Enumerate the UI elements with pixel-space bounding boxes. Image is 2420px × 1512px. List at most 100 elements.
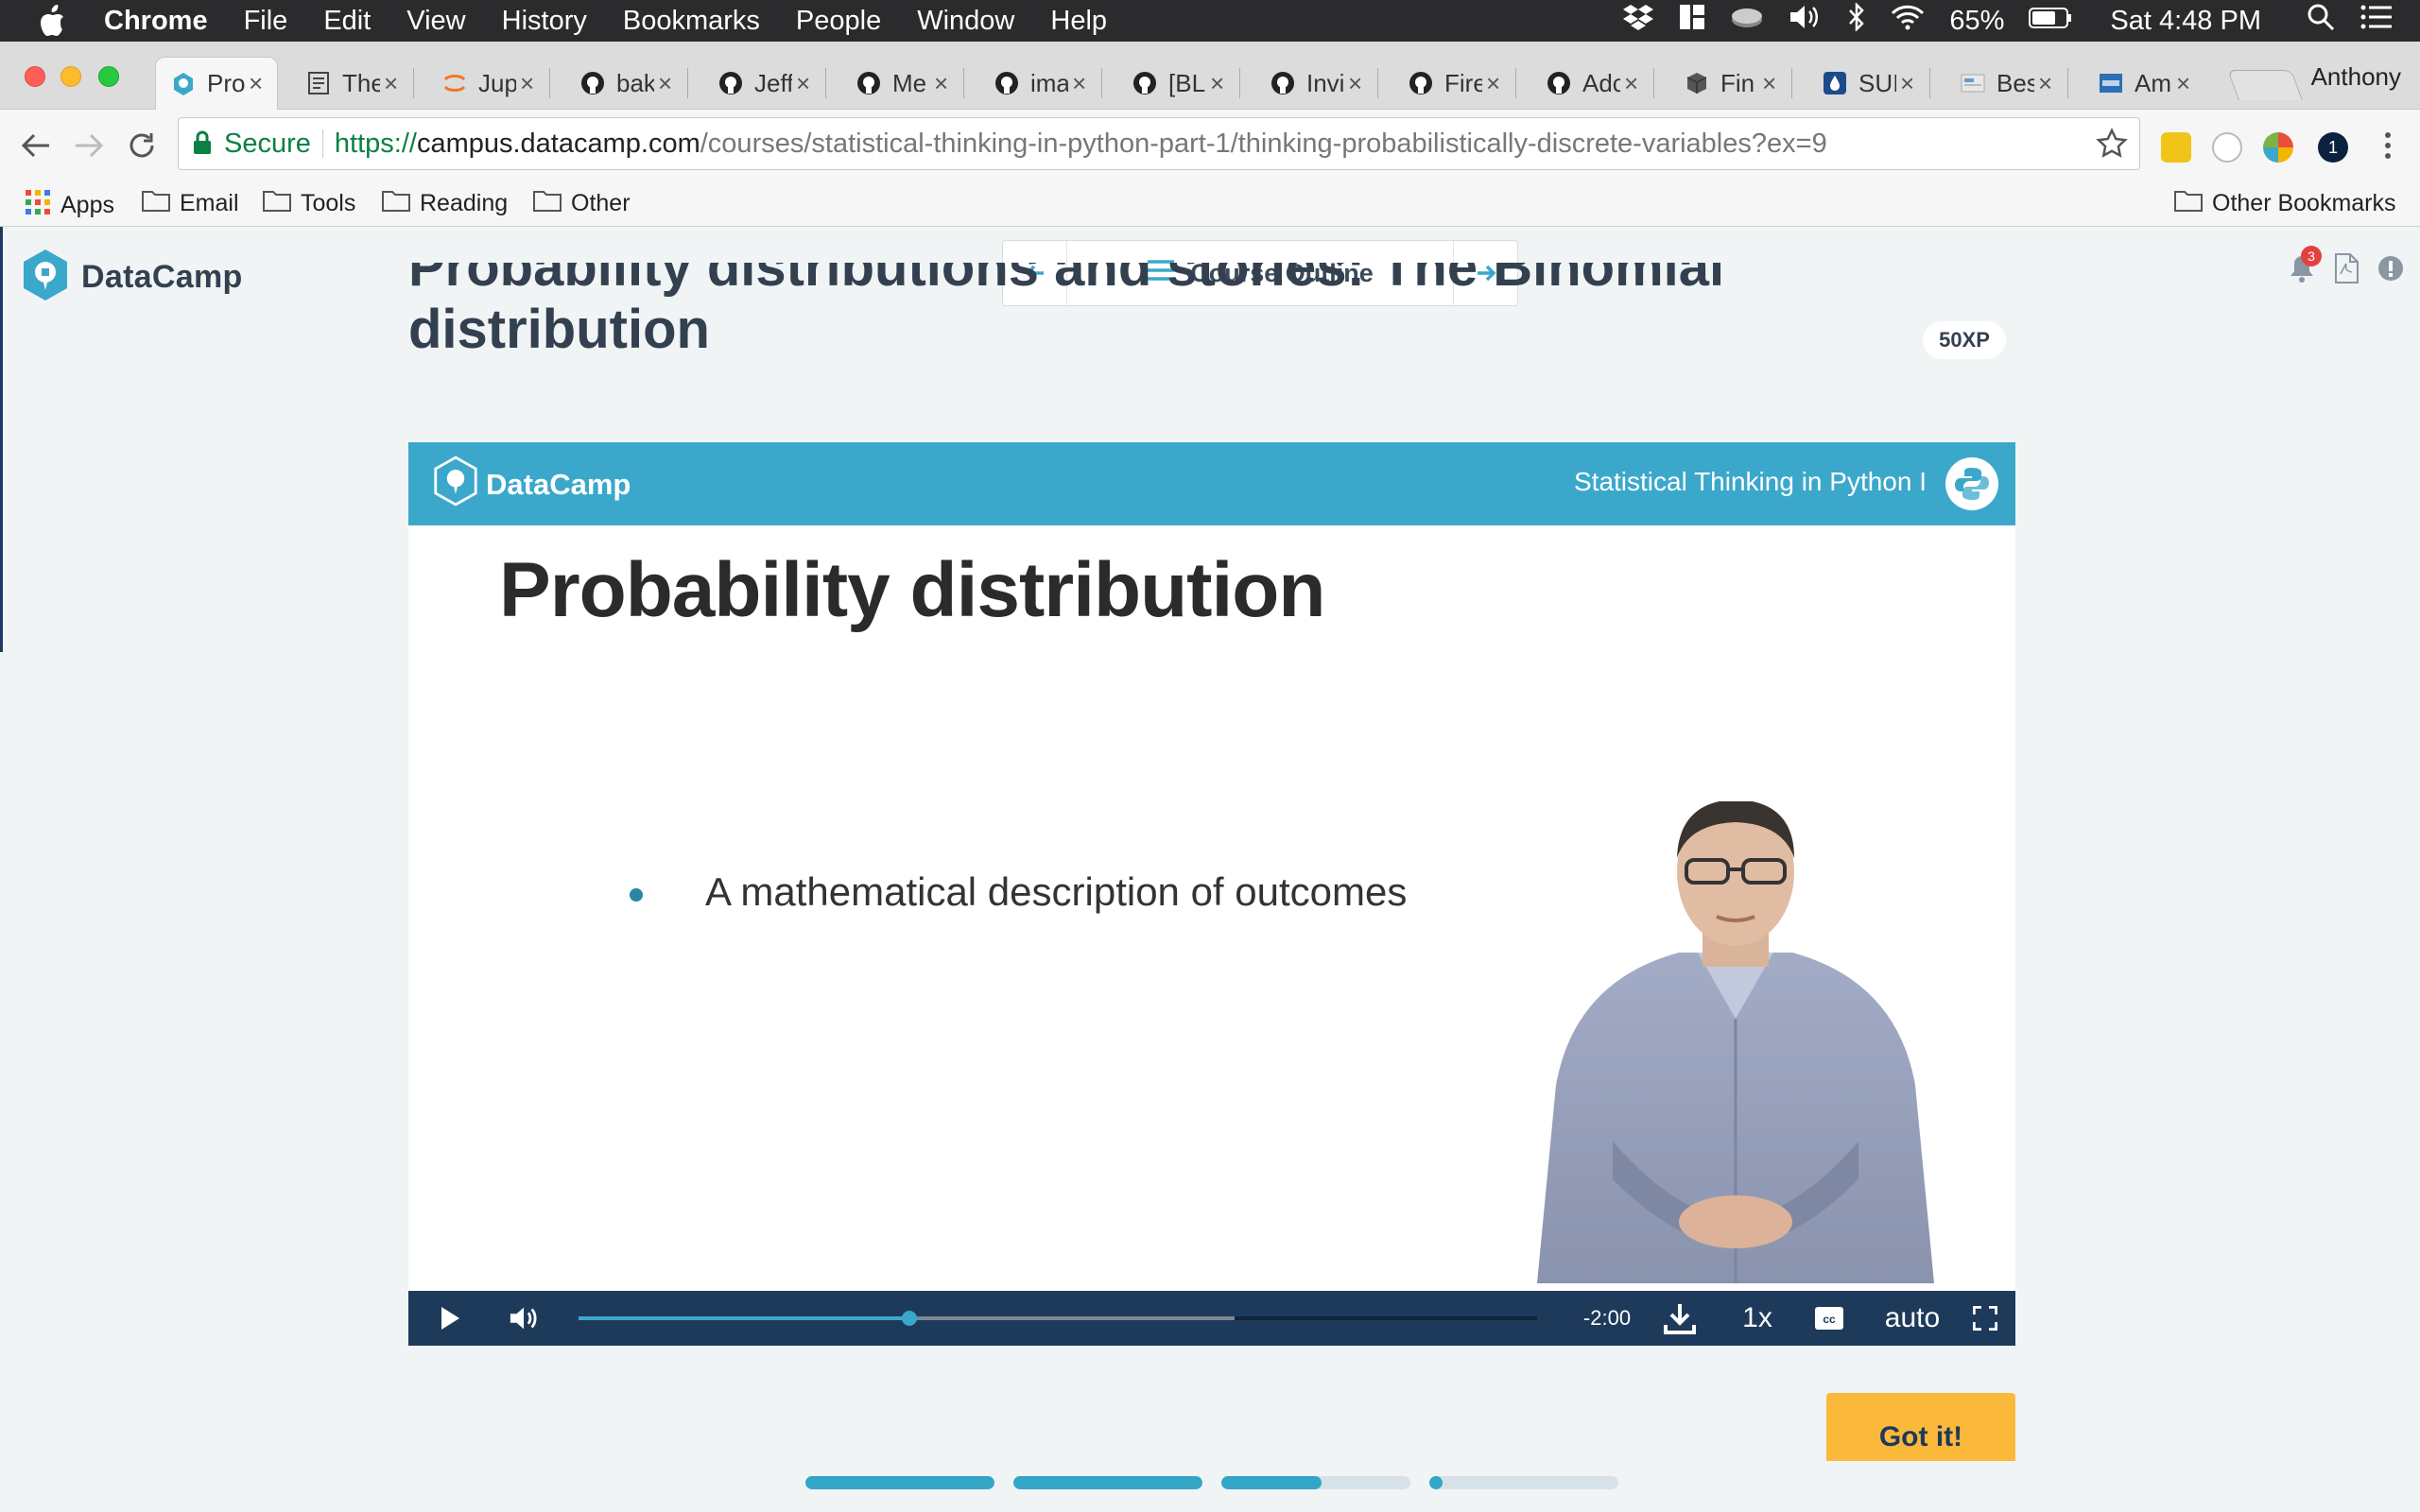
course-outline-button[interactable]: Course Outline — [1067, 241, 1453, 305]
close-tab-icon[interactable]: × — [249, 69, 264, 97]
tab-5[interactable]: Jeff × — [703, 57, 826, 110]
playback-speed-button[interactable]: 1x — [1742, 1302, 1772, 1333]
close-tab-icon[interactable]: × — [2038, 68, 2053, 97]
wifi-icon[interactable] — [1891, 4, 1925, 38]
hamburger-icon — [1147, 259, 1175, 288]
close-tab-icon[interactable]: × — [1762, 68, 1777, 97]
next-exercise-button[interactable] — [1453, 241, 1517, 305]
bookmark-tools[interactable]: Tools — [263, 189, 355, 218]
svg-text:cc: cc — [1823, 1313, 1836, 1326]
mute-button[interactable] — [503, 1291, 546, 1346]
drive-icon[interactable] — [1730, 5, 1764, 37]
close-tab-icon[interactable]: × — [1072, 68, 1087, 97]
tab-datacamp[interactable]: Pro × — [155, 57, 278, 110]
layout-icon[interactable] — [1679, 4, 1705, 38]
tab-3[interactable]: Jup × — [427, 57, 550, 110]
notifications-bell-icon[interactable]: 3 — [2288, 246, 2322, 288]
datacamp-logo[interactable]: DataCamp — [21, 248, 243, 307]
menu-view[interactable]: View — [406, 5, 466, 36]
tab-9[interactable]: Invi × — [1255, 57, 1378, 110]
menu-edit[interactable]: Edit — [323, 5, 372, 36]
bookmark-label: Email — [180, 190, 239, 216]
tab-11[interactable]: Adc × — [1531, 57, 1654, 110]
extension-1password-icon[interactable]: 1 — [2318, 132, 2348, 163]
back-icon[interactable] — [19, 129, 53, 163]
bookmark-other[interactable]: Other — [533, 189, 631, 218]
datacamp-shield-icon — [433, 455, 478, 514]
close-tab-icon[interactable]: × — [520, 68, 535, 97]
battery-icon[interactable] — [2029, 6, 2072, 37]
seek-handle[interactable] — [901, 1311, 917, 1326]
close-tab-icon[interactable]: × — [1624, 68, 1639, 97]
extension-color-wheel-icon[interactable] — [2263, 132, 2293, 163]
close-tab-icon[interactable]: × — [1486, 68, 1501, 97]
menu-people[interactable]: People — [795, 5, 882, 36]
presenter-figure — [1537, 801, 1934, 1283]
close-tab-icon[interactable]: × — [1348, 68, 1363, 97]
close-tab-icon[interactable]: × — [1900, 68, 1915, 97]
extension-circle-icon[interactable] — [2212, 132, 2242, 163]
close-tab-icon[interactable]: × — [1210, 68, 1225, 97]
played-progress — [579, 1316, 909, 1320]
menu-file[interactable]: File — [243, 5, 288, 36]
tab-2[interactable]: The × — [291, 57, 414, 110]
progress-segment — [1429, 1476, 1618, 1489]
zoom-window-button[interactable] — [98, 66, 119, 87]
extension-notes-icon[interactable] — [2161, 132, 2191, 163]
dropbox-icon[interactable] — [1622, 3, 1654, 39]
reload-icon[interactable] — [125, 129, 159, 163]
address-bar[interactable]: Secure https://campus.datacamp.com/cours… — [178, 117, 2140, 170]
apple-icon[interactable] — [38, 5, 72, 37]
menubar-clock[interactable]: Sat 4:48 PM — [2110, 5, 2261, 36]
spotlight-icon[interactable] — [2307, 3, 2335, 39]
brand-wordmark: DataCamp — [81, 259, 243, 295]
play-button[interactable] — [431, 1291, 469, 1346]
menu-chrome[interactable]: Chrome — [104, 5, 208, 36]
close-tab-icon[interactable]: × — [2176, 68, 2191, 97]
tab-10[interactable]: Fire × — [1393, 57, 1516, 110]
quality-button[interactable]: auto — [1884, 1302, 1941, 1333]
bookmark-other-bookmarks[interactable]: Other Bookmarks — [2174, 189, 2396, 218]
got-it-button[interactable]: Got it! — [1826, 1393, 2015, 1461]
bluetooth-icon[interactable] — [1847, 1, 1866, 39]
close-tab-icon[interactable]: × — [934, 68, 949, 97]
progress-segment — [805, 1476, 994, 1489]
tab-15[interactable]: Am × — [2083, 57, 2206, 110]
progress-segment-fill — [1013, 1476, 1202, 1489]
tab-12[interactable]: Fin × — [1669, 57, 1792, 110]
report-issue-icon[interactable] — [2377, 254, 2405, 287]
minimize-window-button[interactable] — [60, 66, 81, 87]
new-tab-button[interactable] — [2227, 70, 2303, 100]
video-player[interactable]: DataCamp Statistical Thinking in Python … — [408, 442, 2015, 1346]
fullscreen-button[interactable] — [1966, 1291, 2004, 1346]
forward-icon[interactable] — [72, 129, 106, 163]
bookmark-email[interactable]: Email — [142, 189, 239, 218]
seek-bar[interactable] — [579, 1311, 1537, 1326]
close-tab-icon[interactable]: × — [796, 68, 811, 97]
chrome-menu-icon[interactable] — [2371, 129, 2405, 163]
tab-13[interactable]: SUI × — [1807, 57, 1930, 110]
close-window-button[interactable] — [25, 66, 45, 87]
profile-name[interactable]: Anthony — [2310, 62, 2401, 91]
bookmark-apps[interactable]: Apps — [25, 189, 114, 222]
tab-8[interactable]: [BL × — [1117, 57, 1240, 110]
menu-help[interactable]: Help — [1050, 5, 1108, 36]
menu-history[interactable]: History — [501, 5, 587, 36]
close-tab-icon[interactable]: × — [658, 68, 673, 97]
tab-6[interactable]: Me × — [841, 57, 964, 110]
menu-bookmarks[interactable]: Bookmarks — [622, 5, 760, 36]
menu-window[interactable]: Window — [917, 5, 1015, 36]
close-tab-icon[interactable]: × — [384, 68, 399, 97]
previous-exercise-button[interactable] — [1003, 241, 1067, 305]
bookmark-reading[interactable]: Reading — [382, 189, 508, 218]
python-logo-icon — [1945, 457, 1998, 510]
captions-button[interactable]: cc — [1804, 1291, 1855, 1346]
bookmark-star-icon[interactable] — [2096, 128, 2128, 167]
download-button[interactable] — [1658, 1291, 1702, 1346]
slides-pdf-icon[interactable] — [2333, 253, 2360, 288]
tab-7[interactable]: ima × — [979, 57, 1102, 110]
volume-icon[interactable] — [1789, 4, 1823, 38]
tab-4[interactable]: bak × — [565, 57, 688, 110]
notification-center-icon[interactable] — [2360, 4, 2394, 38]
tab-14[interactable]: Bes × — [1945, 57, 2068, 110]
